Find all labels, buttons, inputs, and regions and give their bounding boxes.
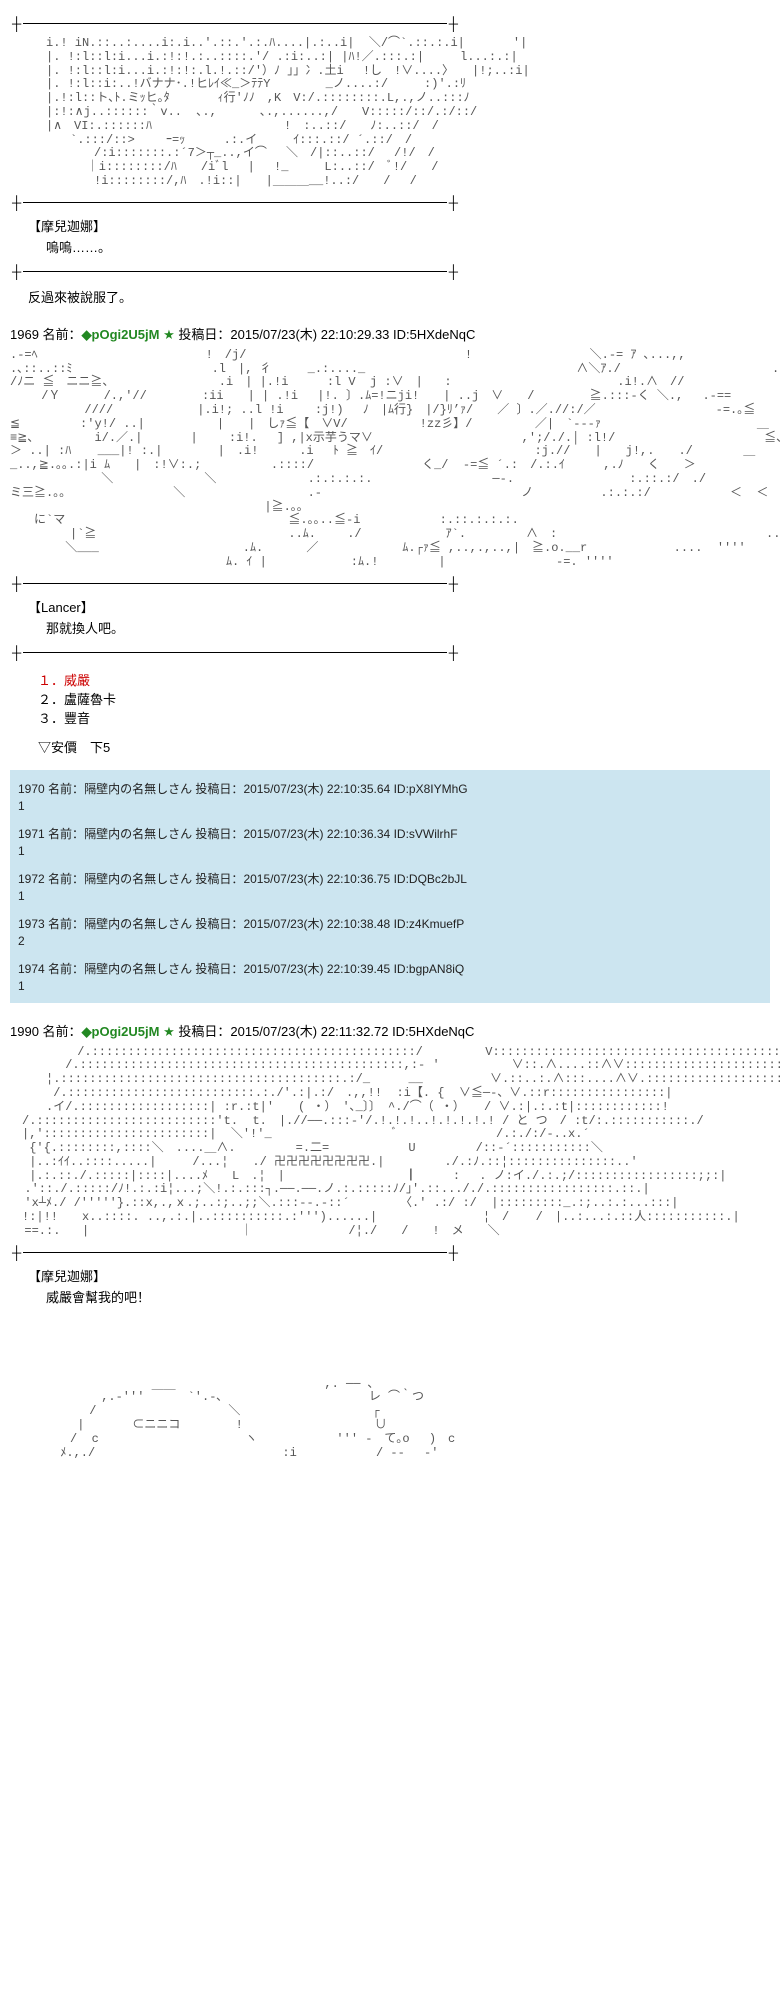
reply-number: 1970 bbox=[18, 782, 45, 796]
choice-list: １．威嚴 ２．盧薩魯卡 ３．豐音 bbox=[38, 670, 770, 727]
reply-body: 2 bbox=[18, 934, 762, 948]
reply-body: 1 bbox=[18, 979, 762, 993]
date-label: 投稿日： bbox=[178, 327, 230, 342]
reply-id: ID:pX8IYMhG bbox=[394, 782, 468, 796]
date-label: 投稿日： bbox=[195, 872, 243, 886]
reply-1972: 1972 名前：隔壁内の名無しさん 投稿日：2015/07/23(木) 22:1… bbox=[18, 870, 762, 903]
narration-1: 反過來被說服了。 bbox=[28, 287, 770, 306]
name-label: 名前： bbox=[43, 1024, 82, 1039]
ascii-art-2: .-=ﾍ ! /j/ ! ＼.-= ｱ ､...,, .｡○≦ ＼ .､::..… bbox=[10, 349, 770, 570]
reply-1971: 1971 名前：隔壁内の名無しさん 投稿日：2015/07/23(木) 22:1… bbox=[18, 825, 762, 858]
name-label: 名前： bbox=[48, 827, 84, 841]
reply-date: 2015/07/23(木) 22:10:36.34 bbox=[243, 827, 390, 841]
ascii-art-3: /.::::::::::::::::::::::::::::::::::::::… bbox=[10, 1046, 770, 1239]
reply-number: 1972 bbox=[18, 872, 45, 886]
post-id: ID:5HXdeNqC bbox=[393, 327, 475, 342]
reply-1970: 1970 名前：隔壁内の名無しさん 投稿日：2015/07/23(木) 22:1… bbox=[18, 780, 762, 813]
divider-1: ┼ ┼ bbox=[10, 195, 460, 210]
tripcode: ◆pOgi2U5jM bbox=[82, 1024, 160, 1039]
choice-2: ２．盧薩魯卡 bbox=[38, 689, 770, 708]
reply-name: 隔壁内の名無しさん bbox=[84, 872, 192, 886]
divider-3: ┼ ┼ bbox=[10, 576, 460, 591]
reply-name: 隔壁内の名無しさん bbox=[84, 782, 192, 796]
speaker-lancer: 【Lancer】 bbox=[28, 597, 770, 616]
star-icon: ★ bbox=[163, 1024, 175, 1039]
reply-number: 1973 bbox=[18, 917, 45, 931]
date-label: 投稿日： bbox=[195, 962, 243, 976]
choice-3: ３．豐音 bbox=[38, 708, 770, 727]
reply-name: 隔壁内の名無しさん bbox=[84, 962, 192, 976]
post-id: ID:5HXdeNqC bbox=[392, 1024, 474, 1039]
line-lancer: 那就換人吧。 bbox=[46, 618, 770, 637]
reply-date: 2015/07/23(木) 22:10:35.64 bbox=[243, 782, 390, 796]
divider-5: ┼ ┼ bbox=[10, 1245, 460, 1260]
reply-date: 2015/07/23(木) 22:10:36.75 bbox=[243, 872, 390, 886]
post-header-1969: 1969 名前：◆pOgi2U5jM ★ 投稿日：2015/07/23(木) 2… bbox=[10, 324, 770, 343]
reply-1973: 1973 名前：隔壁内の名無しさん 投稿日：2015/07/23(木) 22:1… bbox=[18, 915, 762, 948]
line-morgana-1: 嗚嗚……。 bbox=[46, 237, 770, 256]
divider-2: ┼ ┼ bbox=[10, 264, 460, 279]
date-label: 投稿日： bbox=[178, 1024, 230, 1039]
divider-top: ┼ ┼ bbox=[10, 16, 460, 31]
name-label: 名前： bbox=[48, 872, 84, 886]
post-date: 2015/07/23(木) 22:10:29.33 bbox=[230, 327, 389, 342]
name-label: 名前： bbox=[48, 917, 84, 931]
reply-date: 2015/07/23(木) 22:10:39.45 bbox=[243, 962, 390, 976]
tripcode: ◆pOgi2U5jM bbox=[82, 327, 160, 342]
name-label: 名前： bbox=[48, 782, 84, 796]
reply-id: ID:bgpAN8iQ bbox=[394, 962, 465, 976]
name-label: 名前： bbox=[48, 962, 84, 976]
name-label: 名前： bbox=[43, 327, 82, 342]
date-label: 投稿日： bbox=[195, 827, 243, 841]
reply-body: 1 bbox=[18, 799, 762, 813]
reply-name: 隔壁内の名無しさん bbox=[84, 917, 192, 931]
speaker-morgana-2: 【摩兒迦娜】 bbox=[28, 1266, 770, 1285]
date-label: 投稿日： bbox=[195, 917, 243, 931]
post-date: 2015/07/23(木) 22:11:32.72 bbox=[230, 1024, 388, 1039]
reply-number: 1974 bbox=[18, 962, 45, 976]
reply-id: ID:sVWilrhF bbox=[394, 827, 458, 841]
post-number: 1969 bbox=[10, 327, 39, 342]
reply-1974: 1974 名前：隔壁内の名無しさん 投稿日：2015/07/23(木) 22:1… bbox=[18, 960, 762, 993]
divider-plus-left: ┼ bbox=[10, 16, 23, 31]
reply-id: ID:z4KmuefP bbox=[394, 917, 465, 931]
post-header-1990: 1990 名前：◆pOgi2U5jM ★ 投稿日：2015/07/23(木) 2… bbox=[10, 1021, 770, 1040]
ascii-art-4: ,. ── ､ ,.-''' ￣￣ `'.‐､ レ ⌒｀つ / ＼ ┌ | ⊂ニ… bbox=[10, 1378, 770, 1461]
choice-1: １．威嚴 bbox=[38, 670, 770, 689]
post-number: 1990 bbox=[10, 1024, 39, 1039]
reply-body: 1 bbox=[18, 844, 762, 858]
speaker-morgana-1: 【摩兒迦娜】 bbox=[28, 216, 770, 235]
ascii-art-1: i.! iN.::..:....i:.i..'.::.'.:.ﾊ....|.:.… bbox=[10, 37, 770, 189]
star-icon: ★ bbox=[163, 327, 175, 342]
ankai-marker: ▽安價 下5 bbox=[38, 737, 770, 756]
date-label: 投稿日： bbox=[195, 782, 243, 796]
line-morgana-2: 威嚴會幫我的吧！ bbox=[46, 1287, 770, 1306]
reply-block: 1970 名前：隔壁内の名無しさん 投稿日：2015/07/23(木) 22:1… bbox=[10, 770, 770, 1003]
reply-id: ID:DQBc2bJL bbox=[394, 872, 467, 886]
reply-body: 1 bbox=[18, 889, 762, 903]
reply-number: 1971 bbox=[18, 827, 45, 841]
divider-plus-right: ┼ bbox=[447, 16, 460, 31]
reply-name: 隔壁内の名無しさん bbox=[84, 827, 192, 841]
reply-date: 2015/07/23(木) 22:10:38.48 bbox=[243, 917, 390, 931]
divider-4: ┼ ┼ bbox=[10, 645, 460, 660]
